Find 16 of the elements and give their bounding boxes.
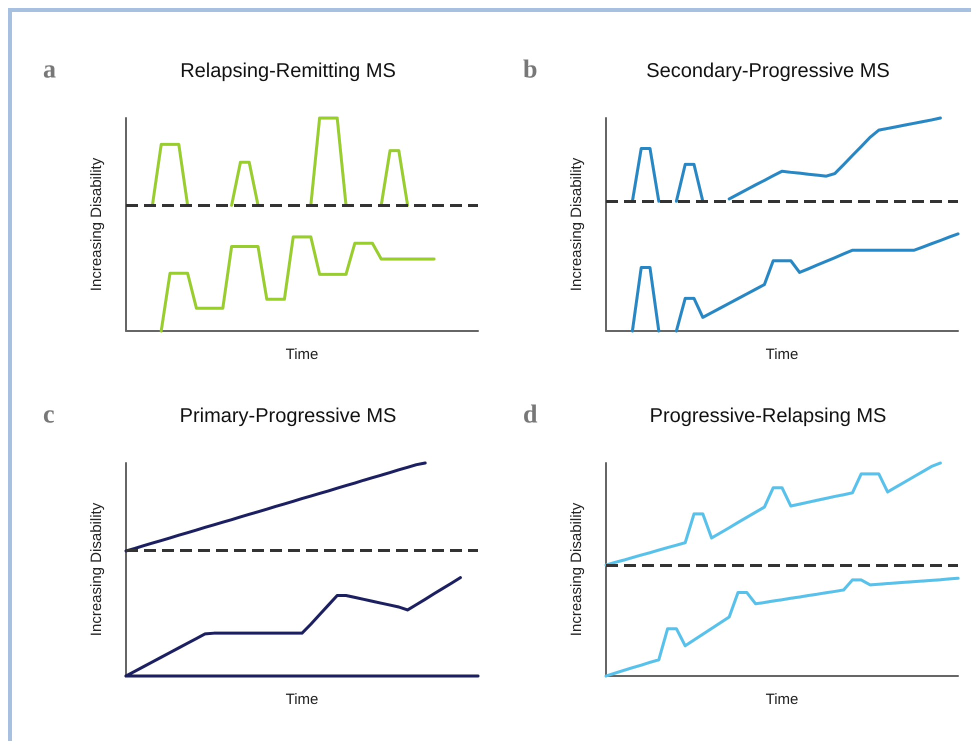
x-axis-title: Time xyxy=(286,691,318,708)
text: d xyxy=(523,400,538,428)
text: a xyxy=(43,54,56,84)
chart-title: Progressive-Relapsing MS xyxy=(650,405,886,427)
chart-title: Primary-Progressive MS xyxy=(180,405,396,427)
y-axis-title: Increasing Disability xyxy=(88,502,105,636)
x-axis-title: Time xyxy=(766,346,798,363)
y-axis-title: Increasing Disability xyxy=(568,157,585,292)
chart-title: Relapsing-Remitting MS xyxy=(180,60,396,82)
y-axis-title: Increasing Disability xyxy=(568,502,585,636)
x-axis-title: Time xyxy=(286,346,318,363)
text: b xyxy=(523,54,538,84)
chart-title: Secondary-Progressive MS xyxy=(646,60,890,82)
x-axis-title: Time xyxy=(766,691,798,708)
y-axis-title: Increasing Disability xyxy=(88,157,105,292)
text: c xyxy=(43,400,55,428)
